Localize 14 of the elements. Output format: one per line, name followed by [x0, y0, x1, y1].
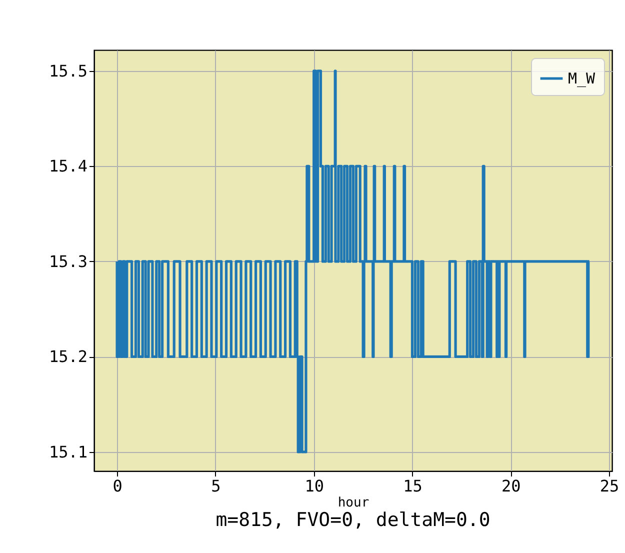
x-tick-label: 0: [112, 476, 122, 496]
y-tick-label: 15.5: [48, 61, 88, 80]
y-tick-label: 15.3: [48, 252, 88, 271]
text: m=815, FVO=0, deltaM=0.0: [216, 509, 490, 531]
x-tick-label: 5: [211, 476, 221, 496]
x-axis-title: hour: [338, 496, 370, 510]
y-tick-label: 15.2: [48, 347, 88, 366]
y-tick-label: 15.4: [48, 156, 88, 176]
x-tick-label: 20: [502, 476, 521, 496]
x-tick-label: 10: [304, 476, 324, 496]
x-tick-label: 25: [600, 476, 620, 496]
y-tick-label: 15.1: [48, 442, 88, 462]
legend-label: M_W: [568, 70, 596, 88]
x-tick-label: 15: [403, 476, 422, 496]
